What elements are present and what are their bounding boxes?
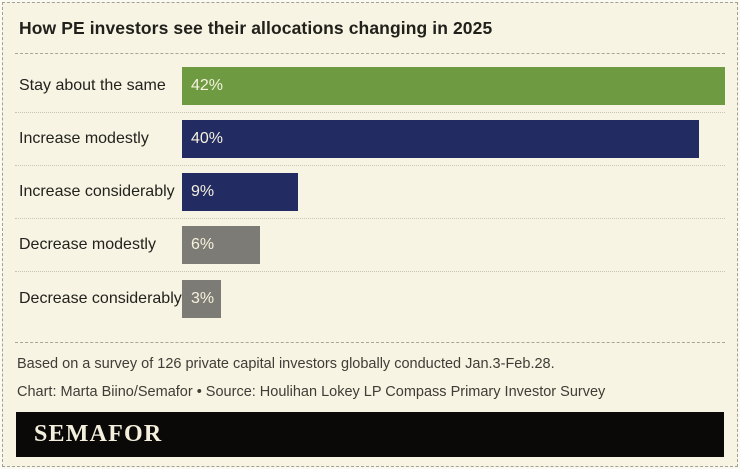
bar: 3% bbox=[182, 279, 221, 318]
value-label: 3% bbox=[191, 289, 215, 307]
value-label: 9% bbox=[191, 183, 215, 200]
chart-row: Increase modestly 40% bbox=[15, 113, 725, 166]
value-label: 6% bbox=[191, 236, 215, 253]
bar: 6% bbox=[182, 226, 260, 264]
chart-row: Stay about the same 42% bbox=[15, 60, 725, 113]
semafor-wordmark: SEMAFOR bbox=[34, 421, 163, 447]
chart-row: Increase considerably 9% bbox=[15, 166, 725, 219]
bar: 42% bbox=[182, 67, 725, 105]
value-label: 42% bbox=[191, 77, 224, 94]
bar: 9% bbox=[182, 173, 299, 211]
divider-bottom bbox=[15, 342, 725, 343]
category-label: Decrease modestly bbox=[19, 236, 156, 253]
credit-source-line: Chart: Marta Biino/Semafor • Source: Hou… bbox=[17, 384, 606, 400]
bar-track: 3% bbox=[182, 279, 725, 318]
bar-chart: Stay about the same 42% Increase modestly 4… bbox=[15, 54, 725, 325]
semafor-logo-bar: SEMAFOR bbox=[16, 412, 724, 457]
divider-top bbox=[15, 53, 725, 54]
chart-row: Decrease considerably 3% bbox=[15, 272, 725, 325]
chart-row: Decrease modestly 6% bbox=[15, 219, 725, 272]
chart-title: How PE investors see their allocations c… bbox=[19, 18, 493, 38]
value-label: 40% bbox=[191, 130, 224, 147]
bar: 40% bbox=[182, 120, 700, 158]
category-label: Increase modestly bbox=[19, 130, 149, 147]
category-label: Decrease considerably bbox=[19, 289, 182, 307]
category-label: Stay about the same bbox=[19, 77, 166, 94]
bar-track: 9% bbox=[182, 173, 725, 211]
bar-track: 6% bbox=[182, 226, 725, 264]
bar-track: 40% bbox=[182, 120, 725, 158]
survey-note: Based on a survey of 126 private capital… bbox=[17, 356, 555, 372]
bar-track: 42% bbox=[182, 67, 725, 105]
category-label: Increase considerably bbox=[19, 183, 175, 200]
